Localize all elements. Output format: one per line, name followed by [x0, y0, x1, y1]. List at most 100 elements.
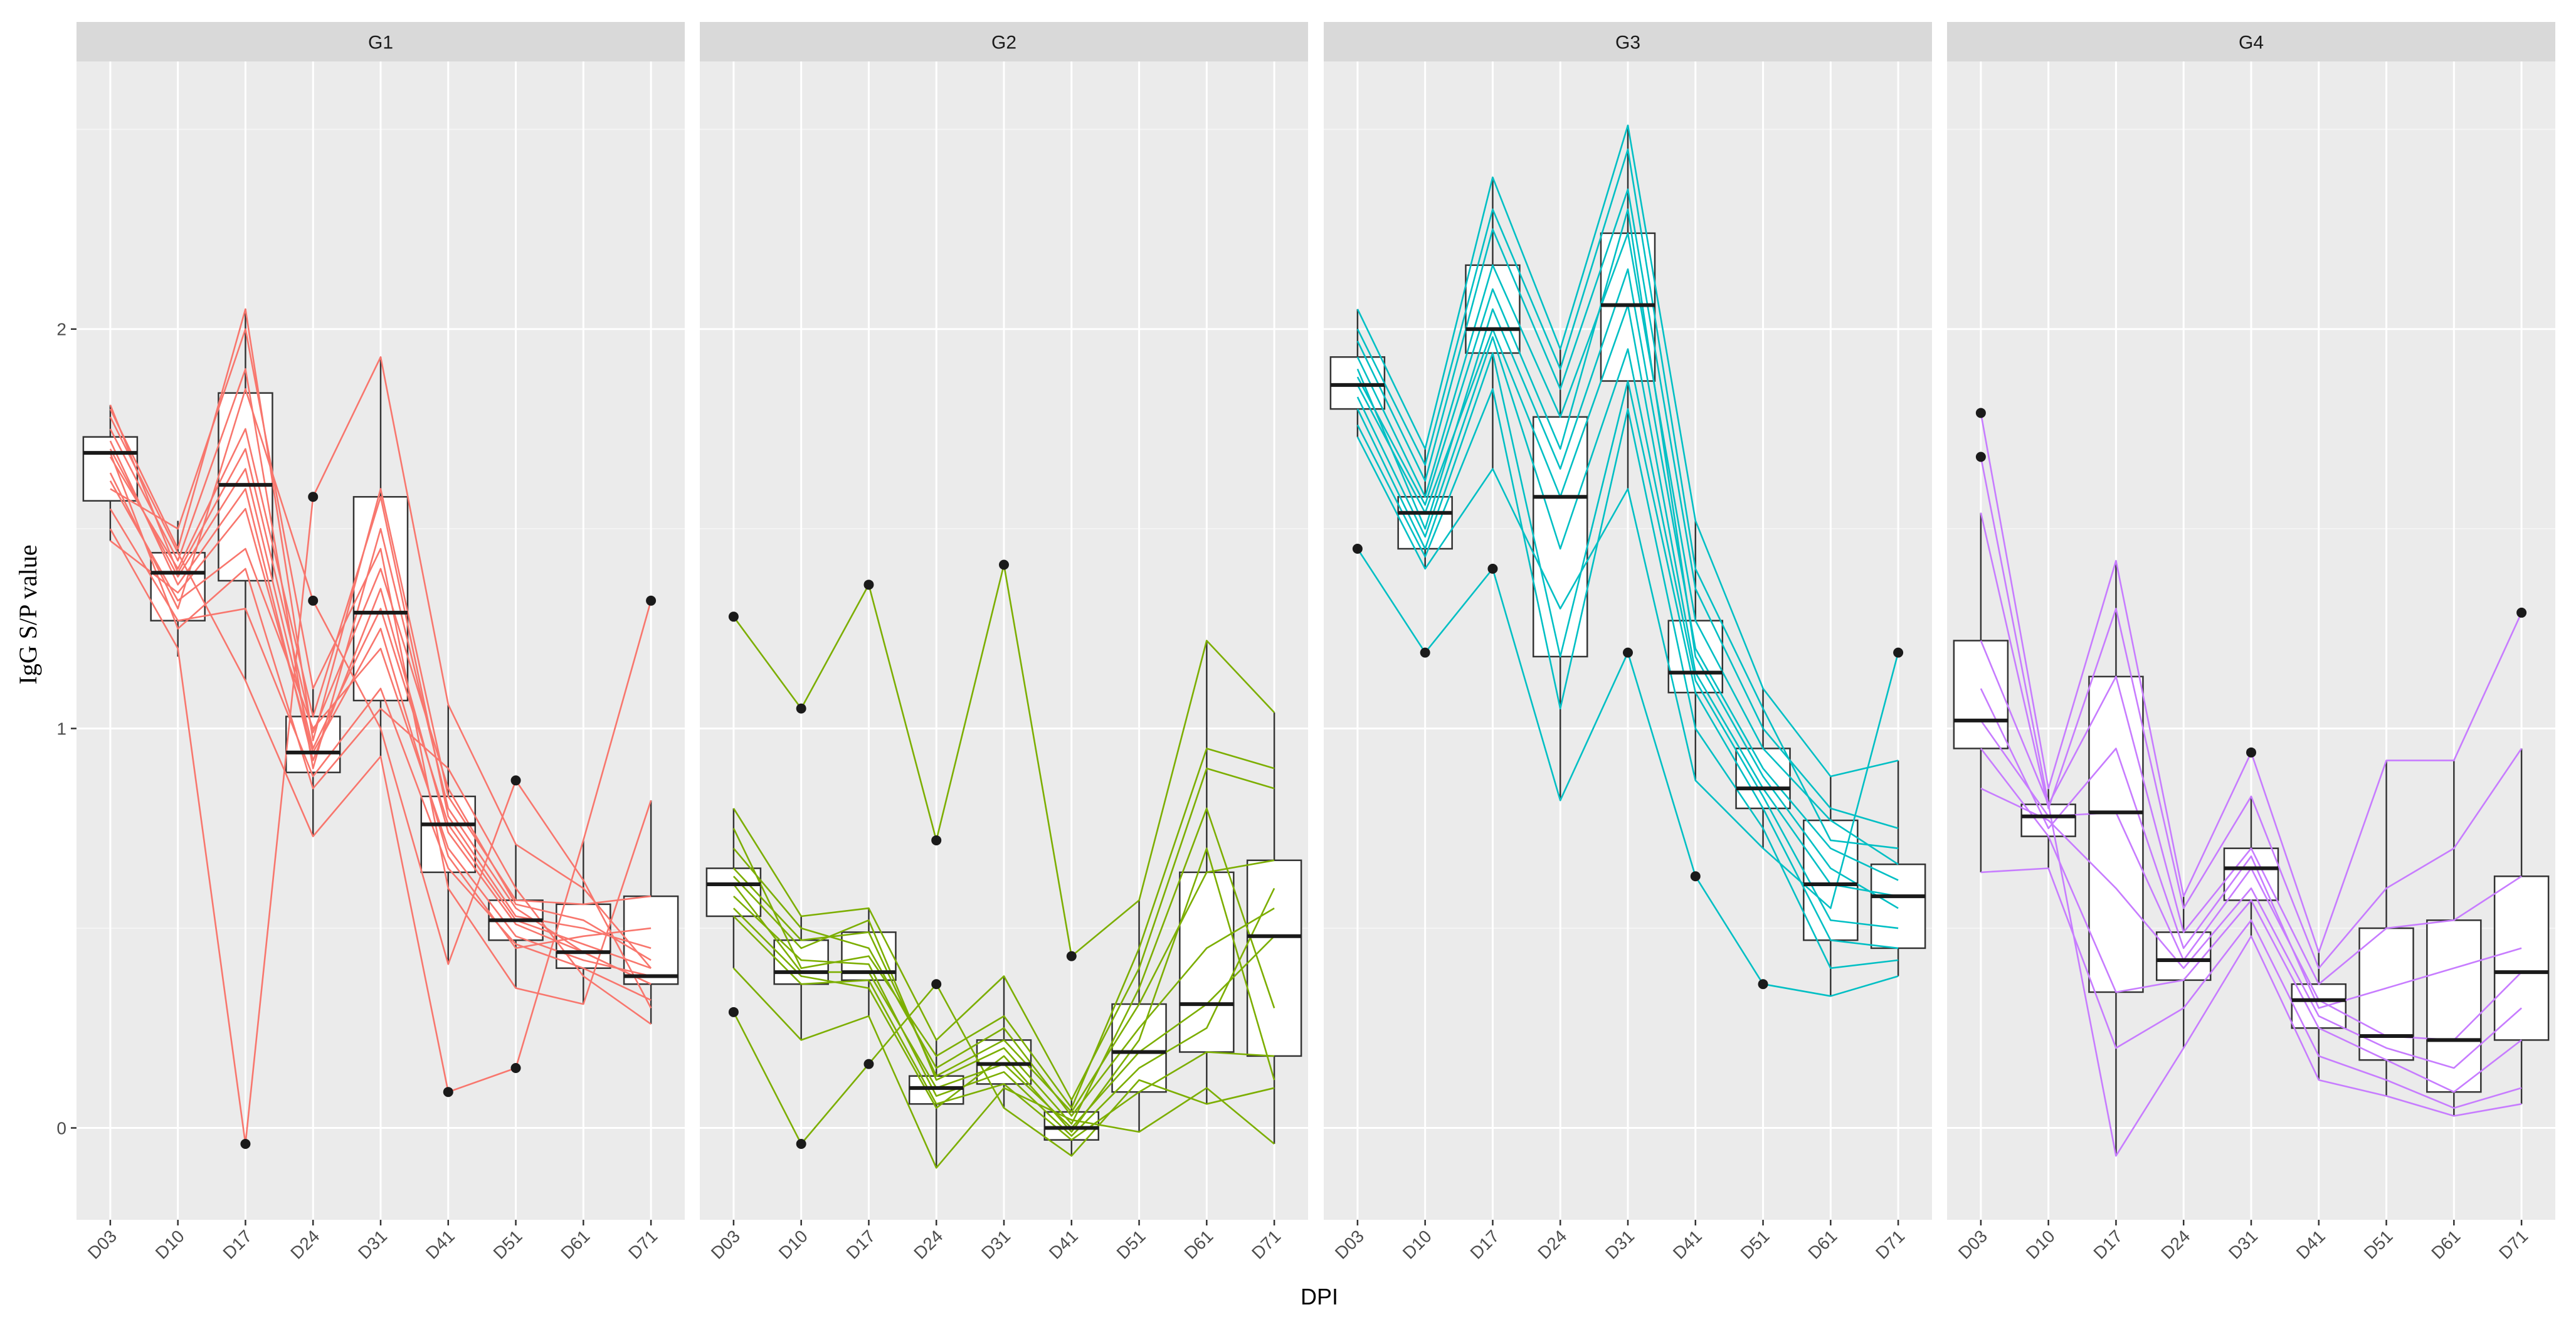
outlier-point: [796, 1138, 806, 1149]
boxplot-d61: [1179, 640, 1235, 1104]
x-tick-label: D61: [557, 1226, 593, 1262]
series-line: [109, 405, 652, 961]
x-tick-label: D51: [1113, 1226, 1149, 1262]
x-tick-label: D41: [2293, 1226, 2329, 1262]
outlier-point: [1420, 647, 1430, 658]
x-tick-label: D03: [1331, 1226, 1368, 1262]
series-line: [109, 356, 652, 1145]
outlier-point: [728, 1007, 739, 1017]
x-tick-label: D51: [490, 1226, 526, 1262]
outlier-point: [931, 835, 942, 845]
panel-strip-label: G1: [368, 33, 393, 53]
x-tick-label: D17: [2089, 1226, 2126, 1262]
series-line: [1356, 436, 1899, 909]
series-line: [1980, 788, 2522, 1069]
box-iqr: [1111, 1003, 1167, 1093]
panel-g3: G3 D03 D10 D17 D24 D31 D41 D51 D61 D71: [1324, 22, 1932, 1263]
outlier-point: [1623, 647, 1633, 658]
panel-g1: G1 D03 D10 D17 D24 D31 D41 D51 D61 D71: [77, 22, 685, 1263]
x-tick-label: D10: [2022, 1226, 2059, 1262]
outlier-point: [1758, 979, 1768, 990]
box-medians-outliers: [706, 559, 1302, 1149]
series-line: [1980, 640, 2522, 985]
panel-strip: [1947, 22, 2555, 61]
series-line: [1356, 124, 1899, 778]
boxplot-d71: [2493, 748, 2550, 1104]
series-line: [109, 508, 652, 1001]
panel-strip-label: G4: [2239, 33, 2264, 53]
x-tick-label: D41: [422, 1226, 458, 1262]
boxplot-group: [1953, 512, 2550, 1156]
box-medians-outliers: [1330, 303, 1926, 990]
outlier-point: [796, 703, 806, 714]
series-lines: [1356, 124, 1899, 997]
series-line: [110, 328, 652, 1005]
boxplot-d17: [2088, 561, 2144, 1156]
box-medians-outliers: [83, 451, 678, 1149]
panel-g4: G4 D03 D10 D17 D24 D31 D41 D51 D61 D71: [1947, 22, 2555, 1263]
box-iqr: [2426, 919, 2482, 1093]
series-line: [1356, 352, 1899, 949]
y-tick-label: 1: [56, 719, 66, 739]
panel-strip-label: G3: [1615, 33, 1640, 53]
x-tick-label: D61: [1804, 1226, 1840, 1262]
series-line: [1980, 457, 2522, 1157]
series-line: [109, 388, 652, 1009]
box-iqr: [1532, 416, 1588, 658]
x-tick-label: D61: [1180, 1226, 1217, 1262]
panel-strip: [1324, 22, 1932, 61]
x-tick-label: D71: [1248, 1226, 1284, 1262]
series-line: [1356, 268, 1899, 881]
x-tick-label: D31: [978, 1226, 1014, 1262]
outlier-point: [1690, 871, 1701, 882]
panels-layer: G1 D03 D10 D17 D24 D31 D41 D51 D61 D71 G2 D03 D10 D17…: [77, 22, 2555, 1263]
x-tick-label: D17: [842, 1226, 879, 1262]
x-tick-label: D10: [152, 1226, 188, 1262]
outlier-point: [308, 492, 319, 502]
x-tick-label: D31: [2225, 1226, 2261, 1262]
outlier-point: [1975, 452, 1986, 462]
x-tick-label: D17: [1466, 1226, 1502, 1262]
outlier-point: [1893, 647, 1904, 658]
boxplot-d71: [1246, 712, 1302, 1144]
outlier-point: [510, 1062, 521, 1073]
x-tick-label: D31: [1602, 1226, 1638, 1262]
series-line: [1356, 336, 1899, 929]
x-axis-title: DPI: [1301, 1284, 1338, 1309]
series-line: [1980, 512, 2523, 970]
series-line: [732, 859, 1275, 1113]
x-tick-label: D24: [1534, 1226, 1570, 1262]
outlier-point: [2516, 607, 2527, 618]
series-line: [732, 847, 1275, 1117]
x-tick-label: D17: [219, 1226, 255, 1262]
series-line: [109, 416, 652, 1093]
series-line: [732, 847, 1275, 1133]
series-line: [109, 308, 652, 906]
outlier-point: [240, 1138, 251, 1149]
x-tick-label: D03: [84, 1226, 120, 1262]
series-lines: [109, 308, 652, 1145]
box-iqr: [1953, 640, 2009, 749]
outlier-point: [999, 559, 1009, 570]
x-tick-label: D51: [2360, 1226, 2397, 1262]
outlier-point: [443, 1087, 453, 1098]
boxplot-d03: [1953, 512, 2009, 872]
series-line: [109, 452, 652, 1025]
y-axis-title: IgG S/P value: [14, 545, 42, 685]
outlier-point: [2246, 747, 2256, 758]
y-tick-label: 0: [56, 1119, 66, 1138]
series-line: [1356, 208, 1899, 909]
x-tick-label: D71: [1872, 1226, 1908, 1262]
panel-strip: [77, 22, 685, 61]
outlier-point: [1352, 544, 1363, 554]
y-tick-label: 2: [56, 320, 66, 339]
y-axis: 0 1 2: [56, 320, 77, 1138]
x-tick-label: D71: [2495, 1226, 2531, 1262]
series-line: [109, 368, 652, 985]
box-iqr: [2493, 875, 2550, 1041]
series-line: [1356, 148, 1899, 849]
outlier-point: [1066, 951, 1077, 961]
series-line: [1356, 388, 1899, 970]
panel-strip: [700, 22, 1308, 61]
